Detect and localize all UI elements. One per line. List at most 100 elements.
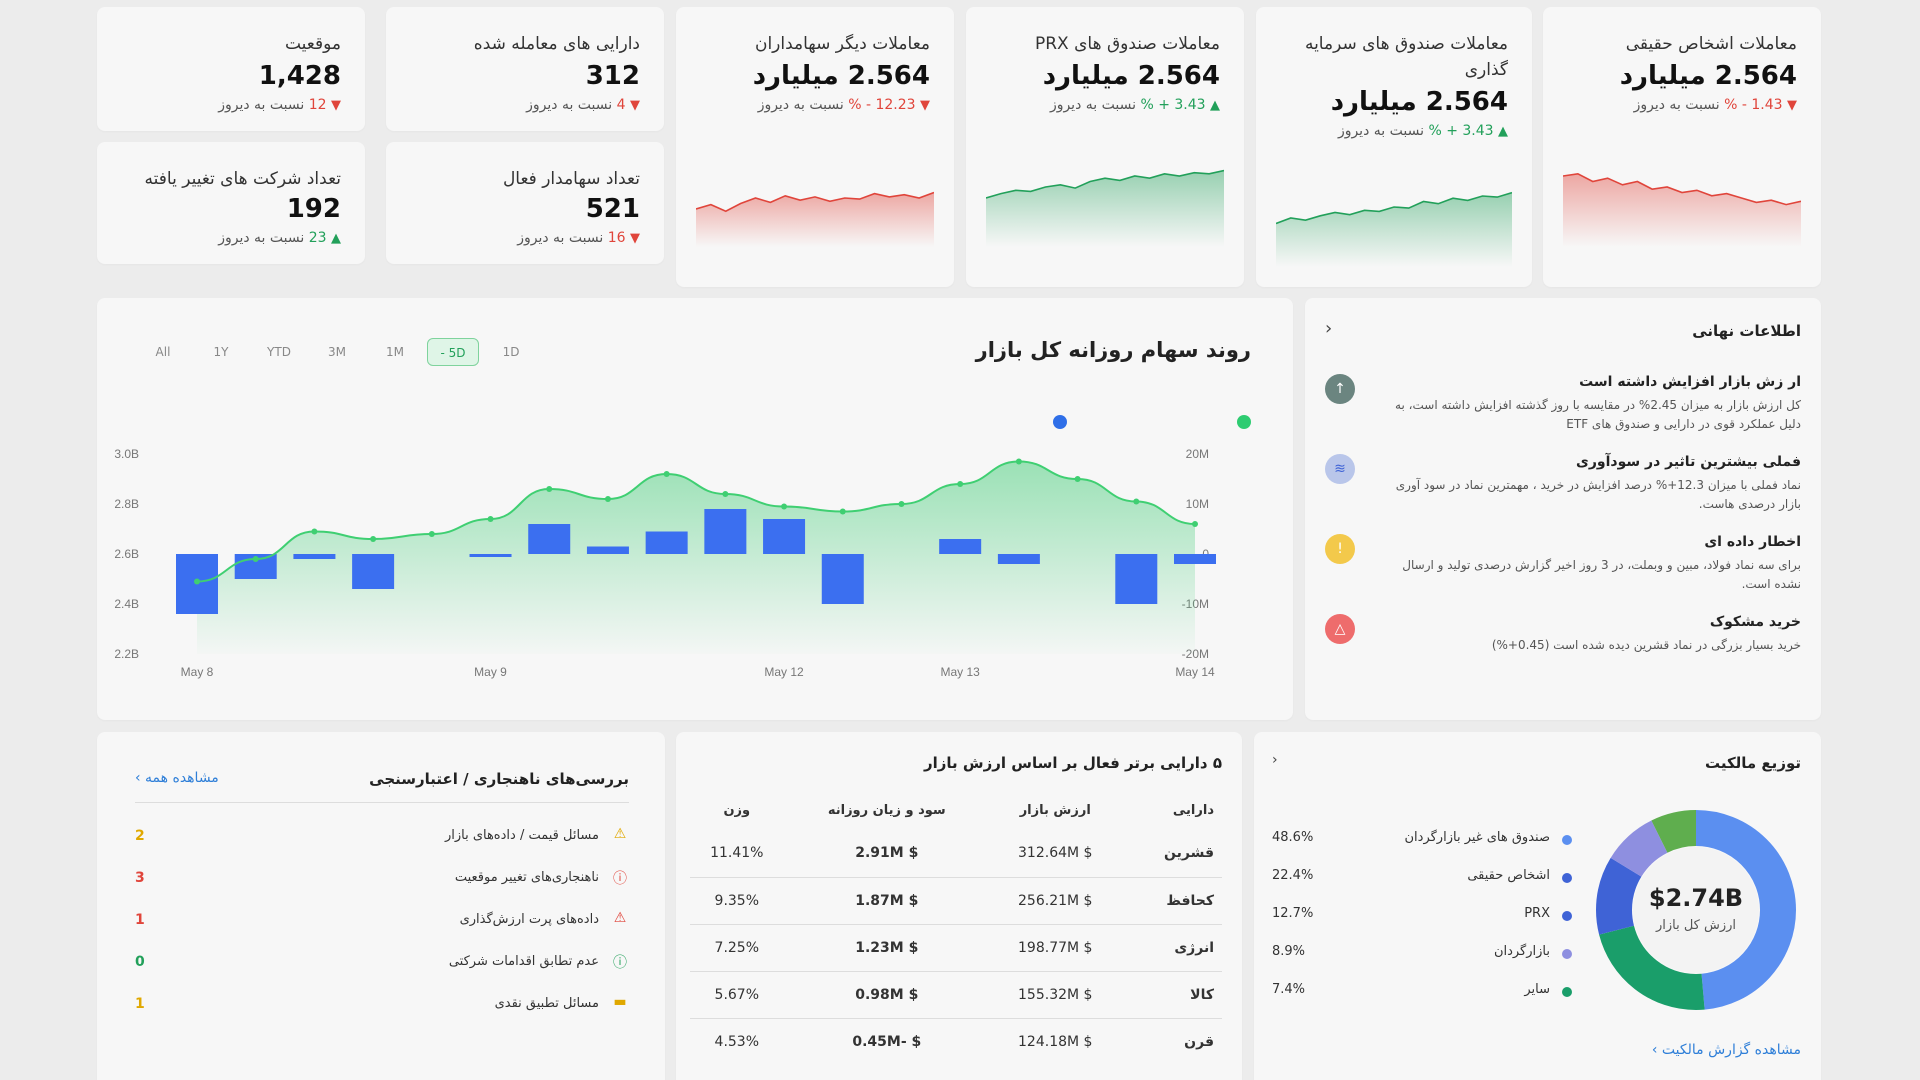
legend-label: سایر bbox=[1524, 982, 1550, 997]
anomaly-label: عدم تطابق اقدامات شرکتی bbox=[448, 954, 599, 969]
insight-item[interactable]: ! اخطار داده ای برای سه نماد فولاد، مبین… bbox=[1325, 534, 1801, 594]
trade-card-title: معاملات صندوق های PRX bbox=[1034, 34, 1220, 54]
anomaly-row[interactable]: ⓘ عدم تطابق اقدامات شرکتی 0 bbox=[135, 952, 629, 976]
top-assets-table: دارایی ارزش بازار سود و زیان روزانه وزن … bbox=[690, 790, 1222, 1065]
col-market-value[interactable]: ارزش بازار bbox=[1019, 802, 1091, 818]
legend-percent: 8.9% bbox=[1272, 944, 1306, 959]
trade-card-title: معاملات دیگر سهامداران bbox=[754, 34, 930, 54]
insight-item[interactable]: ≋ فملی بیشترین تاثیر در سودآوری نماد فمل… bbox=[1325, 454, 1801, 514]
sparkline-svg bbox=[1275, 191, 1513, 267]
y-tick-right: 20M bbox=[1186, 447, 1209, 461]
anomaly-count: 1 bbox=[135, 912, 145, 928]
trade-card-investment-funds: معاملات صندوق های سرمایه گذاری 2.564 میل… bbox=[1256, 7, 1532, 287]
legend-label: صندوق های غیر بازارگردان bbox=[1404, 830, 1551, 845]
insight-title: خرید مشکوک bbox=[1709, 614, 1801, 630]
top-assets-card: ۵ دارایی برتر فعال بر اساس ارزش بازار دا… bbox=[676, 732, 1242, 1080]
view-all-link[interactable]: مشاهده همه › bbox=[135, 770, 219, 786]
error-circle-icon: ⓘ bbox=[613, 871, 627, 887]
line-area bbox=[197, 461, 1195, 654]
asset-name: قرن bbox=[1184, 1033, 1214, 1050]
trade-card-delta: ▼ 1.43 - % نسبت به دیروز bbox=[1633, 97, 1797, 113]
price-point bbox=[1074, 476, 1081, 482]
range-3m[interactable]: 3M bbox=[328, 345, 346, 359]
range-1d[interactable]: 1D bbox=[502, 345, 520, 359]
weight: 9.35% bbox=[690, 877, 784, 925]
col-pnl[interactable]: سود و زیان روزانه bbox=[827, 802, 946, 818]
up-triangle-icon: ▲ bbox=[1498, 124, 1508, 139]
anomaly-row[interactable]: ⓘ ناهنجاری‌های تغییر موقعیت 3 bbox=[135, 868, 629, 892]
volume-bar bbox=[763, 519, 806, 554]
anomaly-row[interactable]: ⚠ مسائل قیمت / داده‌های بازار 2 bbox=[135, 826, 629, 850]
anomaly-label: داده‌های پرت ارزش‌گذاری bbox=[459, 912, 599, 927]
kpi-card-traded-assets: دارایی های معامله شده 312 ▼ 4 نسبت به دی… bbox=[386, 7, 664, 131]
daily-pnl: 2.91M $ bbox=[783, 830, 991, 878]
anomaly-row[interactable]: ▬ مسائل تطبیق نقدی 1 bbox=[135, 994, 629, 1018]
legend-item: صندوق های غیر بازارگردان 48.6% bbox=[1272, 830, 1572, 850]
table-row[interactable]: قرن 124.18M $ 0.45M- $ 4.53% bbox=[690, 1018, 1222, 1065]
price-point bbox=[604, 496, 611, 502]
trade-card-title: معاملات اشخاص حقیقی bbox=[1625, 34, 1797, 54]
market-value: 198.77M $ bbox=[990, 924, 1121, 972]
volume-bar bbox=[821, 554, 864, 604]
weight: 5.67% bbox=[690, 971, 784, 1019]
top-assets-title: ۵ دارایی برتر فعال بر اساس ارزش بازار bbox=[924, 754, 1222, 772]
volume-bar bbox=[1115, 554, 1158, 604]
market-trend-chart: 3.0B2.8B2.6B2.4B2.2B20M10M010M-20M-May 8… bbox=[114, 415, 1251, 679]
range-ytd[interactable]: YTD bbox=[267, 345, 291, 359]
insight-item[interactable]: △ خرید مشکوک خرید بسیار بزرگی در نماد قش… bbox=[1325, 614, 1801, 655]
col-asset[interactable]: دارایی bbox=[1172, 802, 1214, 818]
trade-card-value: 2.564 میلیارد bbox=[1330, 87, 1508, 117]
weight: 11.41% bbox=[690, 830, 784, 878]
insight-title: ار زش بازار افزایش داشته است bbox=[1579, 374, 1801, 390]
weight: 4.53% bbox=[714, 1033, 760, 1050]
x-tick-label: May 8 bbox=[181, 665, 214, 679]
sparkline-line bbox=[985, 169, 1225, 199]
sparkline-svg bbox=[985, 169, 1225, 247]
kpi-value: 192 bbox=[286, 194, 341, 224]
sparkline-svg bbox=[1562, 172, 1802, 247]
table-row[interactable]: کحافظ 256.21M $ 1.87M $ 9.35% bbox=[690, 877, 1222, 925]
insight-text: نماد فملی با میزان 12.3+% درصد افزایش در… bbox=[1395, 478, 1801, 511]
ownership-card: توزیع مالکیت ‹ صندوق های غیر بازارگردان … bbox=[1254, 732, 1821, 1080]
table-row[interactable]: قشرین 312.64M $ 2.91M $ 11.41% bbox=[690, 830, 1222, 878]
up-triangle-icon: ▲ bbox=[331, 231, 341, 246]
price-point bbox=[546, 486, 553, 492]
chevron-left-icon[interactable]: ‹ bbox=[1325, 318, 1333, 339]
insight-text: کل ارزش بازار به میزان 2.45% در مقایسه ب… bbox=[1395, 398, 1801, 431]
anomaly-row[interactable]: ⚠ داده‌های پرت ارزش‌گذاری 1 bbox=[135, 910, 629, 934]
table-row[interactable]: کالا 155.32M $ 0.98M $ 5.67% bbox=[690, 971, 1222, 1019]
volume-bar bbox=[352, 554, 395, 589]
trade-card-value: 2.564 میلیارد bbox=[752, 61, 930, 91]
price-point bbox=[1133, 498, 1140, 505]
anomaly-count: 1 bbox=[135, 996, 145, 1012]
range-1y[interactable]: 1Y bbox=[213, 345, 229, 359]
down-triangle-icon: ▼ bbox=[1787, 98, 1797, 113]
anomaly-card: بررسی‌های ناهنجاری / اعتبارسنجی مشاهده ه… bbox=[97, 732, 665, 1080]
col-weight[interactable]: وزن bbox=[723, 802, 751, 818]
warning-icon: ! bbox=[1325, 534, 1355, 564]
anomaly-title: بررسی‌های ناهنجاری / اعتبارسنجی bbox=[369, 770, 629, 788]
market-value: 256.21M $ bbox=[990, 877, 1121, 925]
alert-triangle-icon: △ bbox=[1325, 614, 1355, 644]
price-point bbox=[781, 503, 788, 510]
down-triangle-icon: ▼ bbox=[920, 98, 930, 113]
insight-item[interactable]: ↑ ار زش بازار افزایش داشته است کل ارزش ب… bbox=[1325, 374, 1801, 434]
trade-card-prx-funds: معاملات صندوق های PRX 2.564 میلیارد ▲ 3.… bbox=[966, 7, 1244, 287]
legend-dot bbox=[1562, 987, 1572, 997]
down-triangle-icon: ▼ bbox=[630, 98, 640, 113]
sparkline-area bbox=[986, 170, 1224, 247]
table-row[interactable]: انرژی 198.77M $ 1.23M $ 7.25% bbox=[690, 924, 1222, 972]
chevron-left-icon[interactable]: ‹ bbox=[1272, 752, 1278, 768]
kpi-card-active-shareholders: تعداد سهامدار فعال 521 ▼ 16 نسبت به دیرو… bbox=[386, 142, 664, 264]
range-5d[interactable]: - 5D bbox=[427, 338, 479, 366]
range-1m[interactable]: 1M bbox=[386, 345, 404, 359]
price-point bbox=[252, 556, 259, 562]
range-all[interactable]: All bbox=[155, 345, 171, 359]
y-tick-left: 2.8B bbox=[114, 497, 139, 511]
price-point bbox=[722, 491, 729, 497]
sparkline-line bbox=[1275, 191, 1513, 225]
legend-dot bbox=[1562, 949, 1572, 959]
price-point bbox=[839, 508, 846, 515]
ownership-report-link[interactable]: مشاهده گزارش مالکیت › bbox=[1651, 1042, 1801, 1058]
y-tick-left: 3.0B bbox=[114, 447, 139, 461]
